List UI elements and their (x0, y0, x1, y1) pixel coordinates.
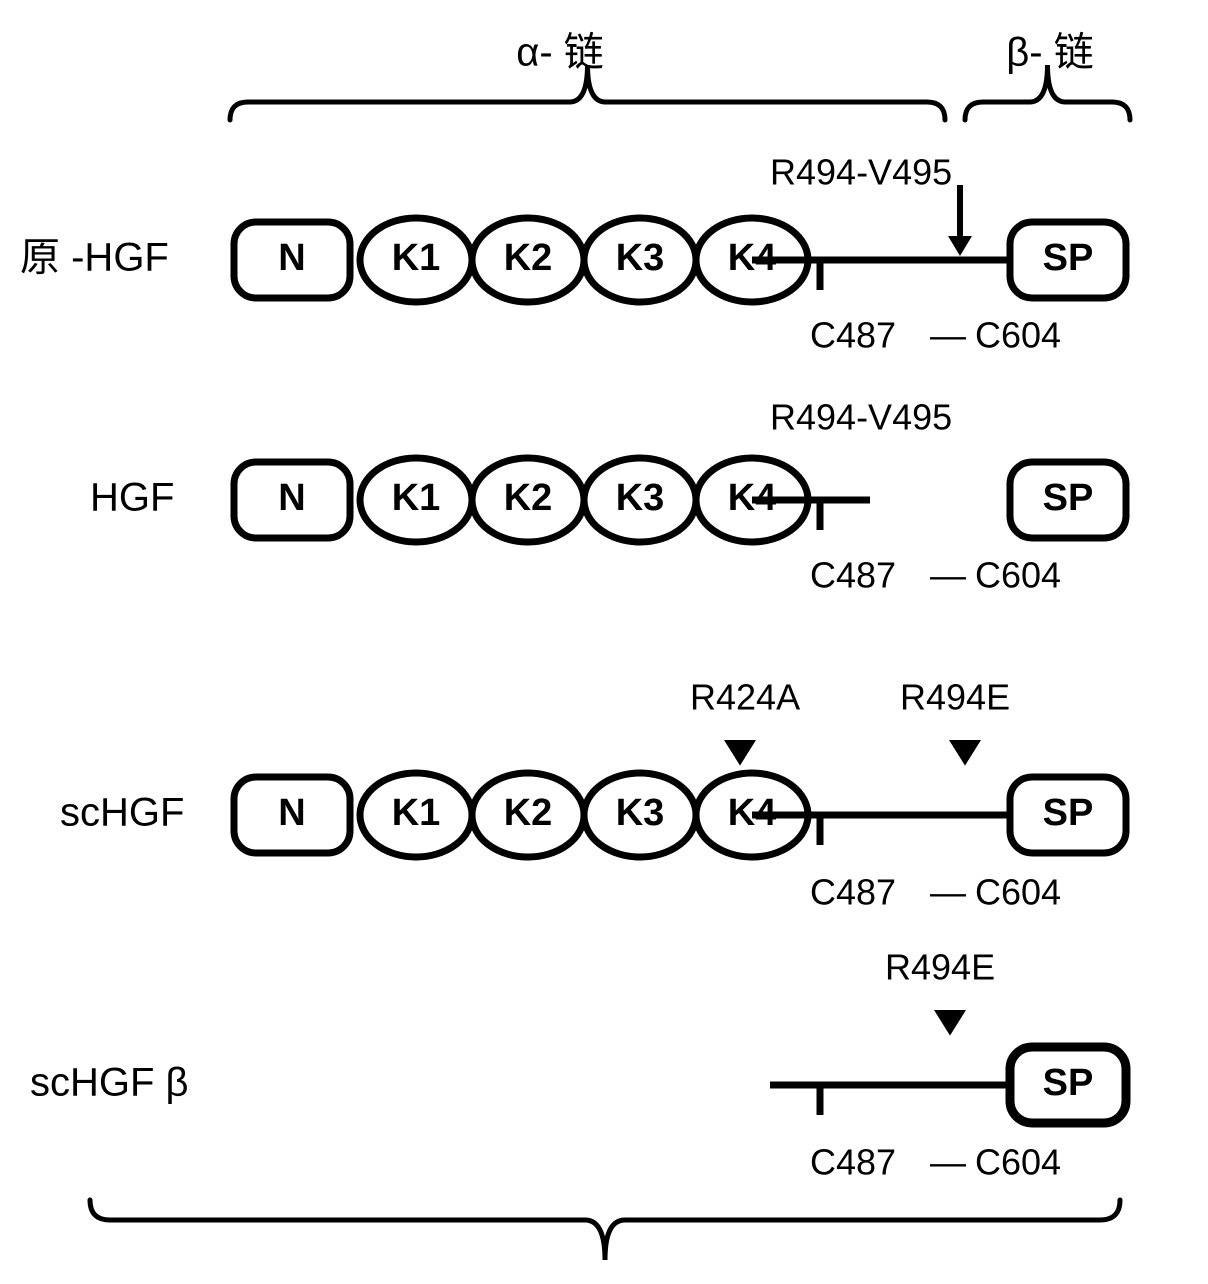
schgf-c604: C604 (975, 872, 1061, 913)
pro-hgf-dash: — (930, 315, 966, 356)
hgf-kringle-2-text: K2 (504, 477, 553, 519)
alpha-chain-label: α- 链 (516, 31, 604, 75)
pro-hgf-cleavage-label: R494-V495 (770, 152, 952, 193)
pro-hgf-n-domain-text: N (278, 237, 305, 279)
hgf-label: HGF (90, 476, 174, 520)
pro-hgf-sp-text: SP (1043, 237, 1094, 279)
schgf-kringle-1-text: K1 (392, 792, 441, 834)
schgf-n-domain-text: N (278, 792, 305, 834)
bottom-brace (90, 1200, 1120, 1260)
schgf-mut-0: R424A (690, 677, 800, 718)
schgf-beta-dash: — (930, 1142, 966, 1183)
schgf-c487: C487 (810, 872, 896, 913)
schgf-beta-c487: C487 (810, 1142, 896, 1183)
schgf-label: scHGF (60, 791, 184, 835)
pro-hgf-cleavage-arrowhead (948, 236, 972, 256)
schgf-sp-text: SP (1043, 792, 1094, 834)
pro-hgf-kringle-2-text: K2 (504, 237, 553, 279)
schgf-kringle-2-text: K2 (504, 792, 553, 834)
schgf-beta-label: scHGF β (30, 1061, 189, 1105)
hgf-c604: C604 (975, 555, 1061, 596)
hgf-sp-text: SP (1043, 477, 1094, 519)
schgf-beta-mut-0: R494E (885, 947, 995, 988)
schgf-dash: — (930, 872, 966, 913)
schgf-mut-1: R494E (900, 677, 1010, 718)
hgf-dash: — (930, 555, 966, 596)
hgf-annot: R494-V495 (770, 397, 952, 438)
pro-hgf-kringle-1-text: K1 (392, 237, 441, 279)
hgf-kringle-1-text: K1 (392, 477, 441, 519)
schgf-kringle-3-text: K3 (616, 792, 665, 834)
hgf-c487: C487 (810, 555, 896, 596)
schgf-beta-c604: C604 (975, 1142, 1061, 1183)
hgf-n-domain-text: N (278, 477, 305, 519)
mutation-arrowhead (934, 1010, 966, 1036)
pro-hgf-label: 原 -HGF (20, 236, 169, 280)
schgf-beta-sp-text: SP (1043, 1062, 1094, 1104)
pro-hgf-kringle-3-text: K3 (616, 237, 665, 279)
beta-chain-label: β- 链 (1006, 31, 1093, 75)
mutation-arrowhead (724, 740, 756, 766)
pro-hgf-c604: C604 (975, 315, 1061, 356)
hgf-kringle-3-text: K3 (616, 477, 665, 519)
pro-hgf-c487: C487 (810, 315, 896, 356)
mutation-arrowhead (949, 740, 981, 766)
